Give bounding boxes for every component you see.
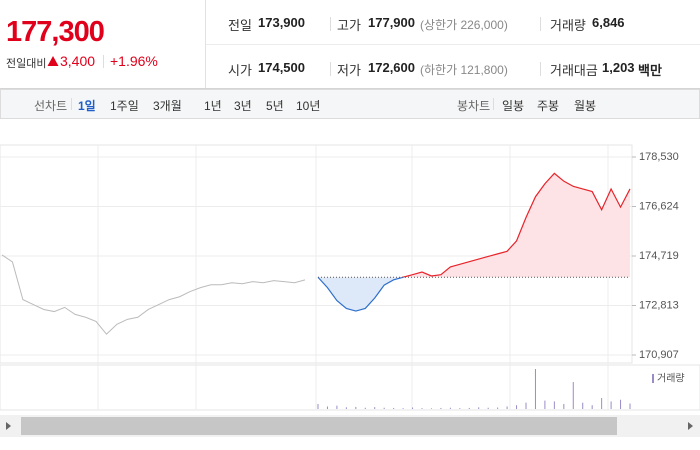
tab[interactable]: 1일 — [78, 99, 96, 113]
volume-bar — [582, 402, 584, 409]
scroll-left[interactable] — [6, 422, 11, 430]
change-rate: +1.96% — [110, 53, 158, 69]
volume-bar — [497, 407, 499, 409]
tab-group-label: 선차트 — [34, 99, 68, 113]
volume-bar — [440, 407, 442, 409]
line-up — [318, 172, 631, 278]
volume-bar — [620, 399, 622, 409]
volume-bar — [459, 408, 461, 409]
area-up — [403, 173, 630, 278]
row-divider — [206, 44, 700, 45]
tab-group-label: 봉차트 — [457, 99, 491, 113]
volume-bar — [534, 369, 536, 409]
volume-bar — [402, 408, 404, 409]
info-value: 6,846 — [592, 15, 625, 30]
volume-bar — [629, 403, 631, 409]
change: 3,400 — [60, 53, 96, 69]
divider — [493, 98, 494, 110]
divider — [71, 98, 72, 110]
current-price: 177,300 — [6, 16, 105, 48]
volume-bar — [374, 407, 376, 409]
volume-bar — [610, 401, 612, 409]
chart: 거래량 178,530 176,624 174,719 172,813 170,907 — [0, 144, 700, 437]
volume-bar — [591, 405, 593, 409]
info-value: 173,900 — [258, 15, 305, 30]
info-sub: (상한가 226,000) — [420, 18, 508, 32]
info-label: 거래량 — [550, 18, 586, 33]
volume-bar — [345, 407, 347, 409]
info-label: 거래대금 — [550, 63, 598, 78]
y-tick-label: 178,530 — [639, 151, 679, 163]
tab-bar: 선차트 1일 1주일 3개월 1년 3년 5년 10년 봉차트 일봉 주봉 월봉 — [0, 89, 700, 119]
tab[interactable]: 3년 — [234, 99, 252, 113]
volume-bar — [336, 405, 338, 409]
info-value: 1,203 — [602, 60, 635, 75]
volume-bar — [326, 406, 328, 409]
y-tick-label: 172,813 — [639, 299, 679, 311]
tab[interactable]: 주봉 — [537, 99, 560, 113]
tab[interactable]: 1주일 — [110, 99, 139, 113]
line-down — [317, 277, 406, 312]
volume-bar — [525, 402, 527, 409]
volume-bar — [383, 407, 385, 409]
area-down — [318, 277, 630, 312]
volume-bar — [553, 401, 555, 409]
volume-frame — [0, 364, 700, 411]
volume-bar — [506, 406, 508, 409]
divider — [330, 17, 331, 31]
volume-bar — [601, 398, 603, 409]
up-arrow — [47, 56, 59, 66]
info-label: 시가 — [228, 63, 252, 78]
volume-bar — [412, 407, 414, 409]
volume-bar — [563, 403, 565, 409]
volume-bar — [572, 382, 574, 409]
tab[interactable]: 1년 — [204, 99, 222, 113]
volume-bar — [468, 407, 470, 409]
info-label: 고가 — [337, 18, 361, 33]
info-label: 저가 — [337, 63, 361, 78]
tab[interactable]: 월봉 — [574, 99, 597, 113]
scrollbar-thumb[interactable] — [21, 417, 617, 435]
volume-bar — [449, 407, 451, 409]
info-value: 174,500 — [258, 60, 305, 75]
summary: 177,300 전일대비 3,400 +1.96% 전일 173,900 고가 … — [0, 0, 700, 89]
volume-bar — [317, 403, 319, 409]
info-unit: 백만 — [638, 63, 662, 78]
info-label: 전일 — [228, 18, 252, 33]
tab[interactable]: 5년 — [266, 99, 284, 113]
volume-bar — [421, 408, 423, 409]
y-tick-label: 174,719 — [639, 250, 679, 262]
scroll-right[interactable] — [688, 422, 693, 430]
info-value: 177,900 — [368, 15, 415, 30]
y-tick-label: 176,624 — [639, 200, 679, 212]
legend-label: 거래량 — [657, 373, 685, 385]
divider — [540, 17, 541, 31]
volume-bar — [487, 407, 489, 409]
tab[interactable]: 일봉 — [502, 99, 525, 113]
divider — [330, 62, 331, 76]
line — [1, 254, 306, 335]
tab[interactable]: 3개월 — [153, 99, 182, 113]
volume-bar — [355, 406, 357, 409]
divider — [540, 62, 541, 76]
info-sub: (하한가 121,800) — [420, 63, 508, 77]
y-tick-label: 170,907 — [639, 349, 679, 361]
volume-bar — [430, 408, 432, 409]
price-box: 177,300 전일대비 3,400 +1.96% — [0, 0, 206, 88]
tab[interactable]: 10년 — [296, 99, 321, 113]
divider — [103, 55, 104, 68]
legend-swatch — [652, 374, 654, 383]
change-label: 전일대비 — [6, 58, 47, 70]
volume-bar — [544, 400, 546, 409]
volume-bar — [364, 407, 366, 409]
info-value: 172,600 — [368, 60, 415, 75]
volume-bar — [478, 407, 480, 409]
volume-bar — [393, 407, 395, 409]
volume-bar — [516, 405, 518, 409]
